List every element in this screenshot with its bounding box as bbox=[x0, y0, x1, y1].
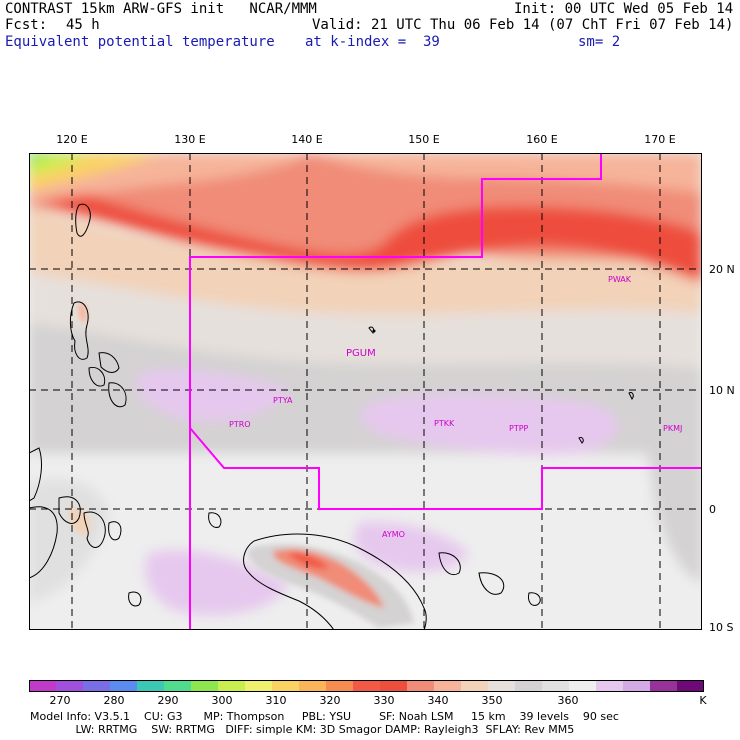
valid-time: Valid: 21 UTC Thu 06 Feb 14 (07 ChT Fri … bbox=[312, 17, 734, 33]
lat-label-10n: 10 N bbox=[709, 384, 735, 397]
lon-label-160e: 160 E bbox=[526, 133, 558, 146]
colorbar-label-330: 330 bbox=[373, 694, 395, 707]
lon-label-120e: 120 E bbox=[56, 133, 88, 146]
colorbar-swatch bbox=[569, 680, 597, 692]
color-scale bbox=[29, 680, 704, 692]
colorbar-swatch bbox=[596, 680, 624, 692]
colorbar-label-360: 360 bbox=[557, 694, 579, 707]
station-ptkk: PTKK bbox=[434, 419, 455, 428]
colorbar-swatch bbox=[110, 680, 138, 692]
colorbar-swatch bbox=[218, 680, 246, 692]
colorbar-label-270: 270 bbox=[49, 694, 71, 707]
colorbar-label-300: 300 bbox=[211, 694, 233, 707]
colorbar-swatch bbox=[515, 680, 543, 692]
new-guinea-highlands bbox=[69, 302, 414, 628]
colorbar-swatch bbox=[353, 680, 381, 692]
colorbar-label-320: 320 bbox=[319, 694, 341, 707]
colorbar-swatch bbox=[623, 680, 651, 692]
forecast-hours: 45 h bbox=[66, 17, 100, 33]
subdomain-boundary-south bbox=[189, 427, 702, 510]
station-pgum: PGUM bbox=[346, 348, 376, 359]
colorbar-unit: K bbox=[699, 694, 707, 707]
lon-label-130e: 130 E bbox=[174, 133, 206, 146]
colorbar-label-350: 350 bbox=[481, 694, 503, 707]
colorbar-swatch bbox=[434, 680, 462, 692]
lat-label-20n: 20 N bbox=[709, 263, 735, 276]
lon-label-140e: 140 E bbox=[291, 133, 323, 146]
colorbar-swatch bbox=[542, 680, 570, 692]
map-border bbox=[29, 153, 702, 630]
colorbar-swatch bbox=[407, 680, 435, 692]
lat-label-10s: 10 S bbox=[709, 621, 734, 634]
station-pkmj: PKMJ bbox=[663, 424, 682, 433]
colorbar-swatch bbox=[164, 680, 192, 692]
model-info-line1: Model Info: V3.5.1 CU: G3 MP: Thompson P… bbox=[30, 710, 619, 723]
colorbar-border bbox=[29, 680, 704, 692]
station-aymo: AYMO bbox=[382, 530, 405, 539]
station-ptya: PTYA bbox=[273, 396, 293, 405]
station-pwak: PWAK bbox=[608, 275, 632, 284]
colorbar-swatch bbox=[137, 680, 165, 692]
coastlines bbox=[29, 203, 634, 630]
station-dot-pgum bbox=[372, 329, 376, 333]
colorbar-label-280: 280 bbox=[103, 694, 125, 707]
colorbar-swatch bbox=[245, 680, 273, 692]
colorbar-swatch bbox=[56, 680, 84, 692]
forecast-label: Fcst: bbox=[5, 17, 48, 33]
init-time: Init: 00 UTC Wed 05 Feb 14 bbox=[514, 1, 734, 17]
lon-label-150e: 150 E bbox=[408, 133, 440, 146]
colorbar-swatch bbox=[191, 680, 219, 692]
colorbar-label-290: 290 bbox=[157, 694, 179, 707]
level-label: at k-index = 39 bbox=[305, 34, 440, 50]
colorbar-swatch bbox=[299, 680, 327, 692]
colorbar-swatch bbox=[29, 680, 57, 692]
colorbar-label-310: 310 bbox=[265, 694, 287, 707]
theta-e-map: PWAK PGUM PTYA PTRO PTKK PTPP PKMJ AYMO bbox=[29, 153, 702, 630]
colorbar-swatch bbox=[83, 680, 111, 692]
colorbar-swatch bbox=[380, 680, 408, 692]
model-info-line2: LW: RRTMG SW: RRTMG DIFF: simple KM: 3D … bbox=[30, 723, 575, 736]
colorbar-swatch bbox=[326, 680, 354, 692]
colorbar-swatch bbox=[488, 680, 516, 692]
field-name: Equivalent potential temperature bbox=[5, 34, 275, 50]
smoothing-label: sm= 2 bbox=[578, 34, 621, 50]
lon-label-170e: 170 E bbox=[644, 133, 676, 146]
subdomain-boundary bbox=[189, 153, 602, 630]
temperature-shading bbox=[29, 153, 702, 615]
colorbar-label-340: 340 bbox=[427, 694, 449, 707]
station-ptro: PTRO bbox=[229, 420, 251, 429]
station-ptpp: PTPP bbox=[509, 424, 529, 433]
colorbar-swatch bbox=[650, 680, 678, 692]
colorbar-swatch bbox=[461, 680, 489, 692]
model-title: CONTRAST 15km ARW-GFS init NCAR/MMM bbox=[5, 1, 317, 17]
colorbar-swatch bbox=[677, 680, 704, 692]
colorbar-swatch bbox=[272, 680, 300, 692]
lat-label-eq: 0 bbox=[709, 503, 716, 516]
